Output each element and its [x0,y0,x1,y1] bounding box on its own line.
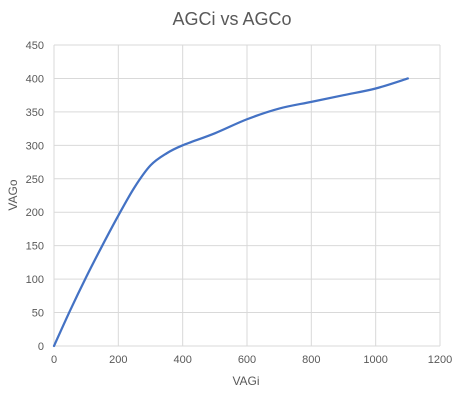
y-tick-label: 350 [26,107,44,119]
x-tick-label: 600 [238,354,256,366]
y-tick-label: 450 [26,40,44,52]
y-tick-label: 250 [26,174,44,186]
y-tick-label: 200 [26,207,44,219]
x-tick-label: 1000 [363,354,387,366]
x-axis-ticks: 0 200 400 600 800 1000 1200 [51,354,452,366]
chart-title: AGCi vs AGCo [172,9,291,29]
gridlines [53,44,441,347]
y-tick-label: 150 [26,241,44,253]
x-axis-title: VAGi [232,374,259,388]
y-tick-label: 100 [26,274,44,286]
x-tick-label: 0 [51,354,57,366]
y-axis-title: VAGo [6,179,20,210]
y-axis-ticks: 0 50 100 150 200 250 300 350 400 450 [26,40,44,353]
x-tick-label: 200 [109,354,127,366]
x-tick-label: 400 [173,354,191,366]
x-tick-label: 1200 [428,354,452,366]
y-tick-label: 50 [32,308,44,320]
series-group [52,77,409,348]
y-tick-label: 300 [26,140,44,152]
y-tick-label: 0 [38,341,44,353]
series-line [52,77,409,348]
x-tick-label: 800 [302,354,320,366]
y-tick-label: 400 [26,73,44,85]
